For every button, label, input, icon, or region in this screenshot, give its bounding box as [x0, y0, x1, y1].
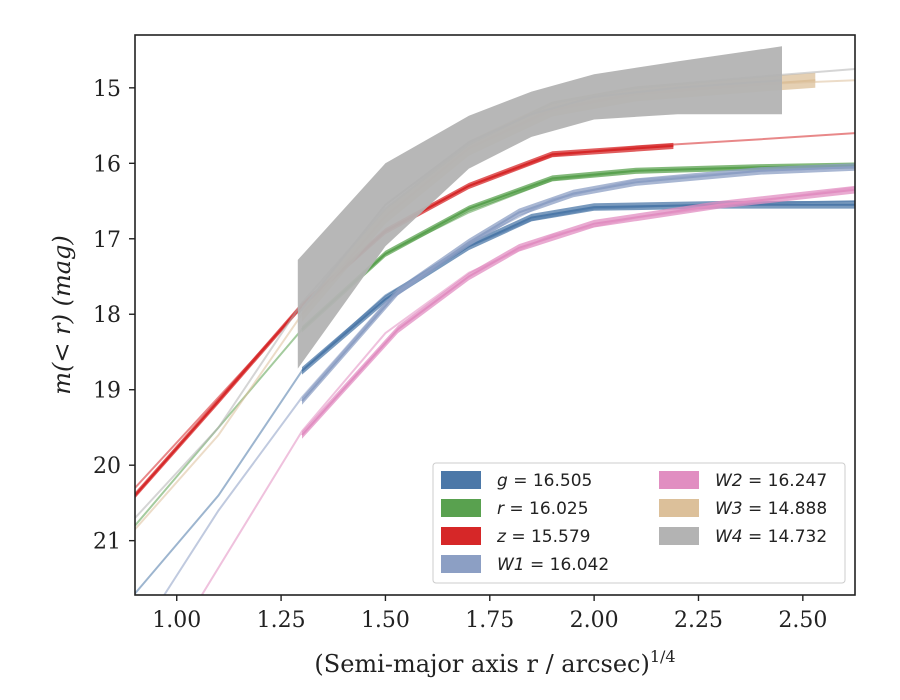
legend-label: z = 15.579: [496, 527, 590, 547]
series-model-line: [135, 132, 855, 489]
legend-swatch: [659, 499, 699, 517]
legend: g = 16.505 r = 16.025 z = 15.579 W1 = 16.04…: [432, 462, 846, 584]
y-tick-label: 21: [93, 530, 121, 555]
y-tick-label: 17: [93, 228, 121, 253]
y-tick-label: 19: [93, 379, 121, 404]
legend-swatch: [441, 471, 481, 489]
series-layer: [135, 46, 855, 595]
legend-swatch: [659, 527, 699, 545]
legend-label: W1 = 16.042: [497, 555, 609, 575]
legend-swatch: [441, 527, 481, 545]
legend-frame: [432, 462, 846, 584]
x-tick-label: 2.50: [778, 608, 827, 633]
legend-swatch: [441, 555, 481, 573]
x-tick-label: 2.00: [570, 608, 619, 633]
y-tick-label: 20: [93, 454, 121, 479]
y-axis-ticks: 15 16 17 18 19 20 21: [93, 77, 135, 555]
legend-label: g = 16.505: [497, 471, 592, 491]
x-tick-label: 1.00: [152, 608, 201, 633]
y-tick-label: 16: [93, 152, 121, 177]
x-tick-label: 1.75: [465, 608, 514, 633]
series-model-line: [135, 68, 855, 519]
legend-label: W2 = 16.247: [715, 471, 827, 491]
legend-label: W4 = 14.732: [715, 527, 827, 547]
y-axis-label: m(< r) (mag): [48, 235, 76, 394]
series-data-line: [301, 188, 855, 436]
legend-swatch: [441, 499, 481, 517]
x-tick-label: 1.50: [361, 608, 410, 633]
series-data-line: [297, 79, 783, 315]
legend-swatch: [659, 471, 699, 489]
plot-frame: [134, 34, 856, 596]
legend-label: r = 16.025: [497, 499, 589, 519]
series-data-line: [301, 166, 855, 402]
legend-label: W3 = 14.888: [715, 499, 827, 519]
x-tick-label: 2.25: [674, 608, 723, 633]
series-model-line: [200, 186, 855, 595]
x-axis-ticks: 1.00 1.25 1.50 1.75 2.00 2.25 2.50: [152, 595, 827, 633]
x-axis-label: (Semi-major axis r / arcsec)1/4: [314, 647, 675, 678]
y-tick-label: 15: [93, 77, 121, 102]
y-tick-label: 18: [93, 303, 121, 328]
x-tick-label: 1.25: [257, 608, 306, 633]
